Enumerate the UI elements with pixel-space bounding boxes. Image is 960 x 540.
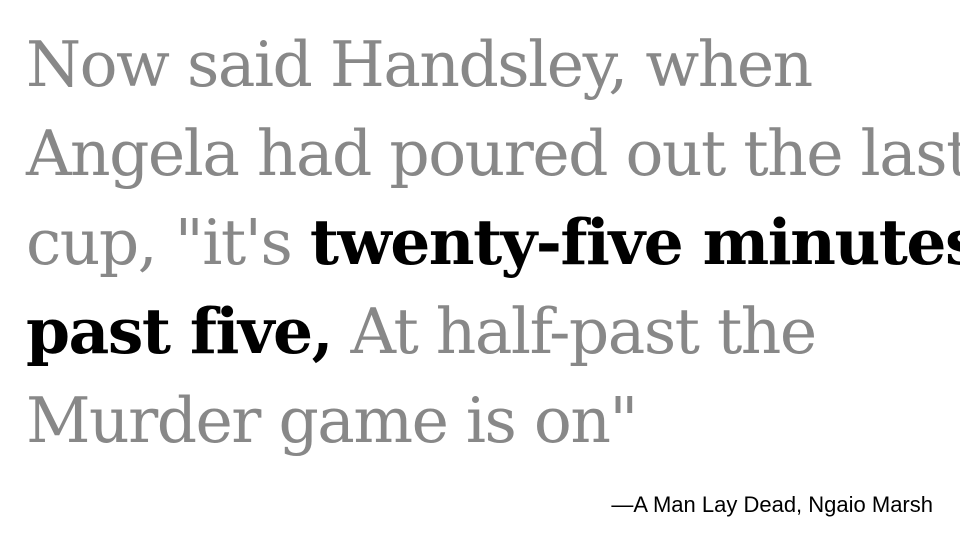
quote-line-5: Murder game is on": [26, 376, 946, 465]
quote-line-1: Now said Handsley, when: [26, 20, 946, 109]
quote-text: Now said Handsley, when Angela had poure…: [26, 20, 960, 465]
quote-line-3-plain: cup, "it's: [26, 206, 310, 279]
quote-line-4: past five, At half-past the: [26, 287, 946, 376]
attribution: —A Man Lay Dead, Ngaio Marsh: [611, 492, 933, 517]
quote-line-3: cup, "it's twenty-five minutes: [26, 198, 960, 287]
quote-line-4-plain: At half-past the: [332, 295, 818, 368]
quote-line-2-text: Angela had poured out the last: [26, 117, 960, 190]
quote-line-5-text: Murder game is on": [26, 384, 638, 457]
quote-emphasis-part-1: twenty-five minutes: [309, 205, 960, 279]
quote-line-1-text: Now said Handsley, when: [26, 28, 813, 101]
quote-line-2: Angela had poured out the last: [26, 109, 960, 198]
quote-emphasis-part-2: past five,: [26, 294, 334, 368]
